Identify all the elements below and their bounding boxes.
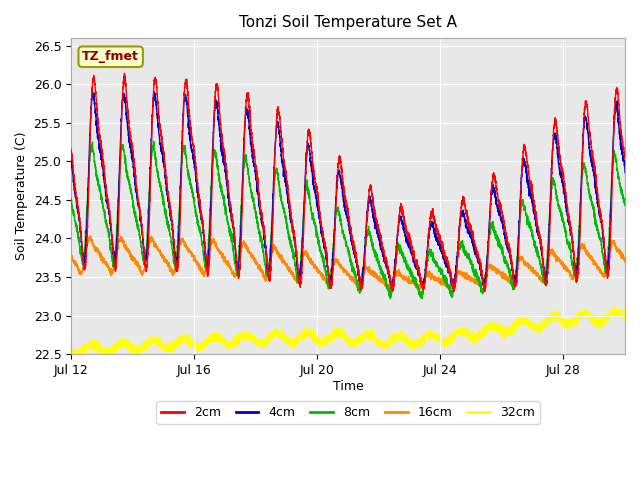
8cm: [442, 279, 449, 285]
2cm: [167, 208, 175, 214]
4cm: [150, 89, 158, 95]
32cm: [72, 356, 79, 362]
Legend: 2cm, 4cm, 8cm, 16cm, 32cm: 2cm, 4cm, 8cm, 16cm, 32cm: [156, 401, 540, 424]
2cm: [67, 147, 75, 153]
8cm: [67, 195, 75, 201]
Line: 32cm: 32cm: [71, 306, 625, 359]
32cm: [621, 318, 629, 324]
16cm: [67, 255, 75, 261]
4cm: [450, 285, 458, 290]
4cm: [67, 158, 75, 164]
2cm: [621, 149, 628, 155]
2cm: [621, 156, 629, 161]
4cm: [328, 273, 335, 279]
Line: 4cm: 4cm: [71, 92, 625, 288]
Y-axis label: Soil Temperature (C): Soil Temperature (C): [15, 132, 28, 260]
8cm: [621, 203, 629, 208]
2cm: [504, 244, 511, 250]
4cm: [167, 211, 175, 217]
8cm: [504, 264, 511, 269]
4cm: [621, 163, 628, 169]
4cm: [621, 169, 629, 175]
4cm: [504, 240, 511, 245]
16cm: [504, 276, 511, 281]
32cm: [504, 329, 511, 335]
16cm: [415, 288, 423, 294]
16cm: [621, 259, 629, 264]
16cm: [621, 257, 628, 263]
8cm: [621, 200, 628, 205]
32cm: [472, 338, 480, 344]
2cm: [481, 288, 488, 294]
8cm: [472, 272, 480, 277]
16cm: [442, 282, 449, 288]
32cm: [167, 349, 175, 355]
32cm: [621, 306, 628, 312]
32cm: [67, 351, 75, 357]
Title: Tonzi Soil Temperature Set A: Tonzi Soil Temperature Set A: [239, 15, 457, 30]
32cm: [442, 342, 449, 348]
Line: 8cm: 8cm: [71, 141, 625, 299]
4cm: [472, 254, 480, 260]
Line: 2cm: 2cm: [71, 73, 625, 291]
2cm: [472, 246, 480, 252]
8cm: [328, 270, 335, 276]
8cm: [167, 234, 175, 240]
8cm: [150, 138, 157, 144]
Text: TZ_fmet: TZ_fmet: [82, 50, 139, 63]
2cm: [121, 71, 129, 76]
32cm: [611, 303, 618, 309]
16cm: [86, 233, 94, 239]
16cm: [328, 270, 335, 276]
32cm: [328, 338, 335, 344]
8cm: [387, 296, 394, 301]
X-axis label: Time: Time: [333, 380, 364, 393]
2cm: [328, 280, 335, 286]
2cm: [442, 253, 449, 259]
16cm: [472, 279, 480, 285]
4cm: [442, 257, 449, 263]
16cm: [167, 267, 175, 273]
Line: 16cm: 16cm: [71, 236, 625, 291]
